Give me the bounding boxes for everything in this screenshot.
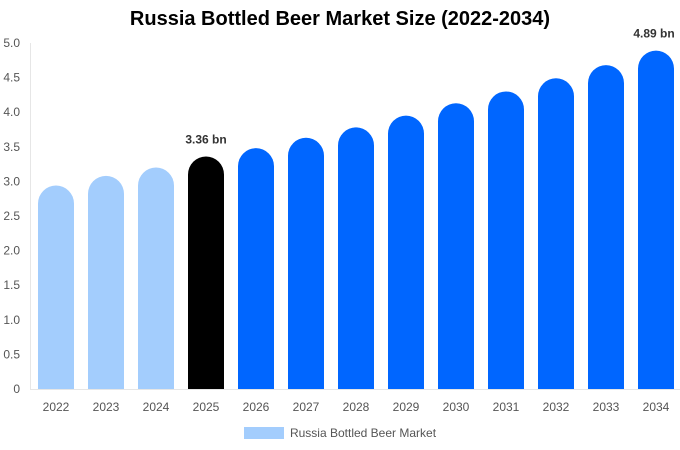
- x-tick-label: 2031: [493, 400, 520, 414]
- x-tick-label: 2032: [543, 400, 570, 414]
- x-tick-label: 2034: [643, 400, 670, 414]
- y-tick-label: 5.0: [3, 36, 20, 50]
- x-tick-label: 2027: [293, 400, 320, 414]
- y-tick-label: 2.5: [3, 209, 20, 223]
- legend-swatch: [243, 427, 284, 439]
- bar-2031[interactable]: [488, 91, 524, 390]
- legend-label: Russia Bottled Beer Market: [289, 426, 437, 440]
- y-tick-label: 1.0: [3, 313, 20, 327]
- x-tick-label: 2033: [593, 400, 620, 414]
- x-tick-label: 2022: [43, 400, 70, 414]
- x-tick-label: 2028: [343, 400, 370, 414]
- bar-2029[interactable]: [388, 115, 424, 389]
- data-label: 4.89 bn: [633, 27, 674, 41]
- x-tick-label: 2029: [393, 400, 420, 414]
- y-tick-label: 4.5: [3, 71, 20, 85]
- y-tick-label: 0.5: [3, 347, 20, 361]
- x-tick-label: 2024: [143, 400, 170, 414]
- y-tick-label: 2.0: [3, 244, 20, 258]
- bar-2025[interactable]: [188, 156, 224, 389]
- chart-title: Russia Bottled Beer Market Size (2022-20…: [129, 8, 551, 30]
- bar-2034[interactable]: [638, 50, 674, 389]
- x-tick-label: 2026: [243, 400, 270, 414]
- y-tick-label: 3.0: [3, 174, 20, 188]
- y-tick-label: 0: [13, 382, 20, 396]
- y-tick-label: 1.5: [3, 278, 20, 292]
- y-tick-label: 3.5: [3, 140, 20, 154]
- bar-2024[interactable]: [138, 167, 174, 389]
- bar-2030[interactable]: [438, 103, 474, 389]
- bar-2026[interactable]: [238, 148, 274, 389]
- bar-2028[interactable]: [338, 127, 374, 389]
- x-tick-label: 2025: [193, 400, 220, 414]
- bar-2022[interactable]: [38, 185, 74, 389]
- bar-2032[interactable]: [538, 78, 574, 390]
- bar-2023[interactable]: [88, 175, 124, 389]
- x-tick-label: 2030: [443, 400, 470, 414]
- data-label: 3.36 bn: [185, 132, 226, 146]
- y-tick-label: 4.0: [3, 105, 20, 119]
- bar-2033[interactable]: [588, 65, 624, 390]
- x-tick-label: 2023: [93, 400, 120, 414]
- bar-2027[interactable]: [288, 137, 324, 389]
- legend[interactable]: Russia Bottled Beer Market: [0, 426, 680, 440]
